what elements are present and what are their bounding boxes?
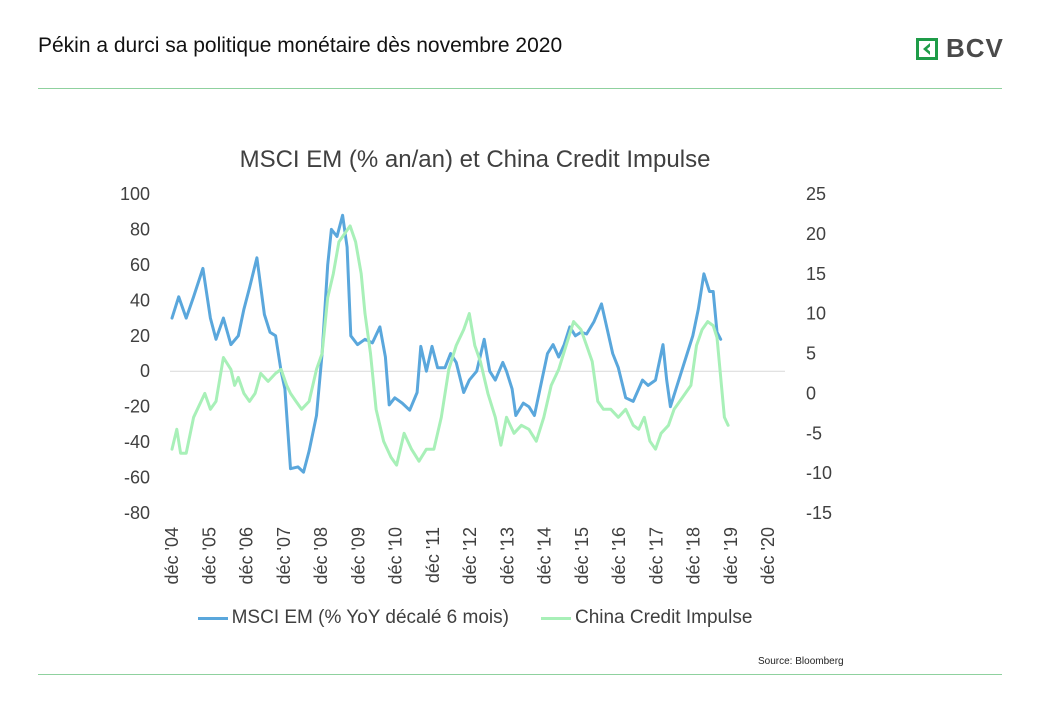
left-axis-tick-label: -20 bbox=[124, 397, 150, 417]
series-line-msci bbox=[170, 213, 723, 474]
logo-text: BCV bbox=[946, 33, 1004, 63]
x-axis-tick-label: déc '05 bbox=[199, 527, 219, 584]
right-axis-tick-label: 10 bbox=[806, 304, 826, 324]
right-axis-tick-label: 5 bbox=[806, 344, 816, 364]
x-axis-tick-label: déc '06 bbox=[237, 527, 257, 584]
x-axis-tick-label: déc '18 bbox=[684, 527, 704, 584]
chart-legend: MSCI EM (% YoY décalé 6 mois) China Cred… bbox=[0, 607, 950, 629]
right-axis-tick-label: -5 bbox=[806, 423, 822, 443]
footer-divider bbox=[38, 674, 1002, 675]
left-axis-tick-label: -40 bbox=[124, 432, 150, 452]
x-axis-tick-label: déc '09 bbox=[348, 527, 368, 584]
x-axis-tick-label: déc '19 bbox=[721, 527, 741, 584]
x-axis-tick-label: déc '04 bbox=[162, 527, 182, 584]
left-axis-tick-label: 60 bbox=[130, 255, 150, 275]
page-title: Pékin a durci sa politique monétaire dès… bbox=[38, 34, 563, 57]
right-axis-tick-label: 15 bbox=[806, 264, 826, 284]
header-divider bbox=[38, 88, 1002, 89]
left-axis-tick-label: -80 bbox=[124, 503, 150, 523]
x-axis-tick-label: déc '08 bbox=[311, 527, 331, 584]
x-axis-tick-label: déc '11 bbox=[423, 527, 443, 583]
series-line-credit bbox=[170, 224, 730, 467]
x-axis-tick-label: déc '16 bbox=[609, 527, 629, 584]
x-axis-tick-label: déc '14 bbox=[535, 527, 555, 584]
x-axis-tick-label: déc '13 bbox=[497, 527, 517, 584]
legend-swatch-credit bbox=[540, 616, 571, 620]
left-axis-tick-label: 20 bbox=[130, 326, 150, 346]
right-axis-tick-label: -15 bbox=[806, 503, 832, 523]
x-axis-tick-label: déc '12 bbox=[460, 527, 480, 584]
left-axis-tick-label: 0 bbox=[140, 361, 150, 381]
left-axis-tick-label: 80 bbox=[130, 219, 150, 239]
right-axis-tick-label: 25 bbox=[806, 184, 826, 204]
x-axis-tick-label: déc '10 bbox=[386, 527, 406, 584]
x-axis-tick-label: déc '17 bbox=[646, 527, 666, 584]
x-axis-tick-label: déc '20 bbox=[758, 527, 778, 584]
left-axis-tick-label: 100 bbox=[120, 184, 150, 204]
right-axis-tick-label: 0 bbox=[806, 383, 816, 403]
legend-swatch-msci bbox=[197, 616, 228, 620]
legend-label-credit: China Credit Impulse bbox=[574, 607, 753, 628]
source-note: Source: Bloomberg bbox=[758, 656, 844, 667]
bcv-logo: BCV bbox=[916, 33, 1004, 64]
bcv-logo-icon bbox=[916, 37, 938, 60]
chart-title: MSCI EM (% an/an) et China Credit Impuls… bbox=[239, 146, 711, 173]
legend-label-msci: MSCI EM (% YoY décalé 6 mois) bbox=[231, 607, 509, 628]
legend-item-msci: MSCI EM (% YoY décalé 6 mois) bbox=[197, 607, 509, 629]
legend-item-credit: China Credit Impulse bbox=[540, 607, 753, 629]
x-axis-tick-label: déc '07 bbox=[274, 527, 294, 584]
right-axis-tick-label: 20 bbox=[806, 224, 826, 244]
right-axis-tick-label: -10 bbox=[806, 463, 832, 483]
left-axis-tick-label: -60 bbox=[124, 468, 150, 488]
x-axis-tick-label: déc '15 bbox=[572, 527, 592, 584]
left-axis-tick-label: 40 bbox=[130, 290, 150, 310]
